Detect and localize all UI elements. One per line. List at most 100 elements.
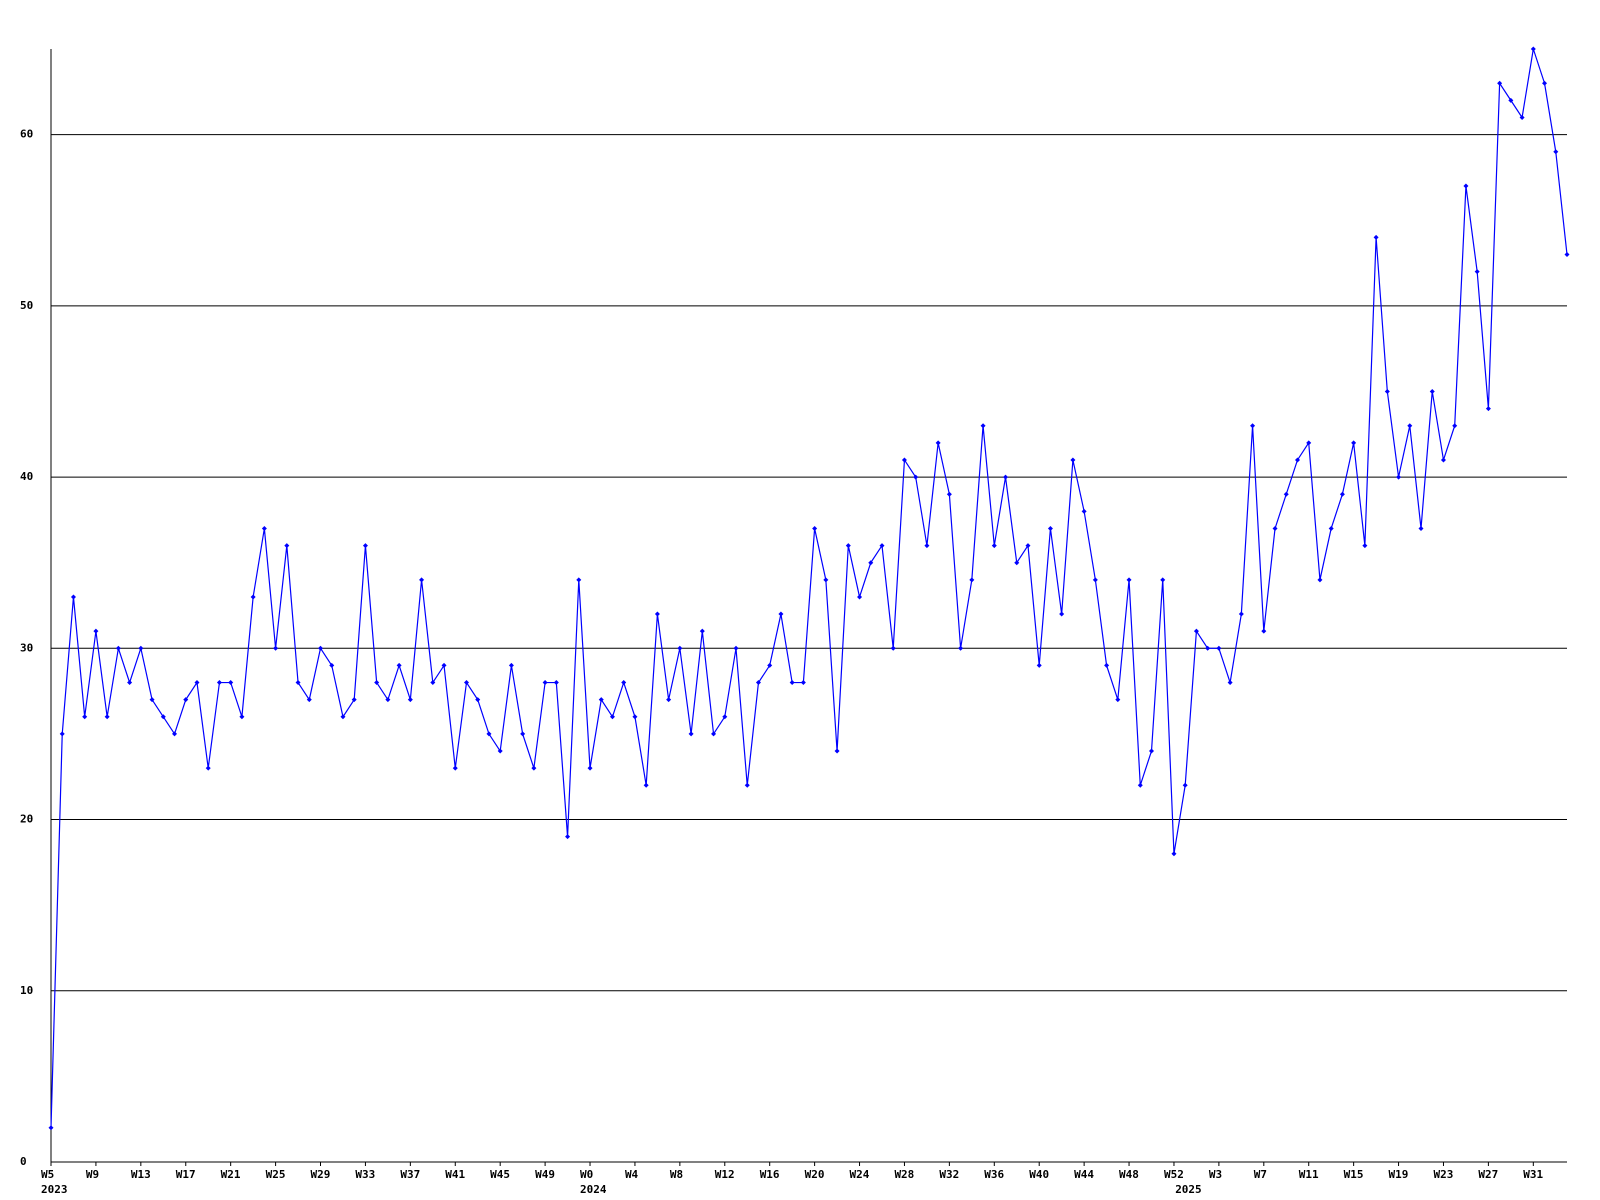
point [48, 1125, 54, 1131]
point [744, 782, 750, 788]
point [1362, 543, 1368, 549]
point [419, 577, 425, 583]
point [879, 543, 885, 549]
point [980, 423, 986, 429]
point [621, 680, 627, 686]
point [857, 594, 863, 600]
x-tick-label: W5 [41, 1168, 54, 1181]
x-tick-label: W13 [131, 1168, 151, 1181]
x-tick-label: W28 [894, 1168, 914, 1181]
x-tick-label: W27 [1478, 1168, 1498, 1181]
point [711, 731, 717, 737]
point [329, 662, 335, 668]
point [250, 594, 256, 600]
point [441, 662, 447, 668]
point [1564, 251, 1570, 257]
point [261, 525, 267, 531]
point [1530, 46, 1536, 52]
point [1216, 645, 1222, 651]
point [306, 697, 312, 703]
point [946, 491, 952, 497]
point [340, 714, 346, 720]
point [1474, 269, 1480, 275]
point [654, 611, 660, 617]
x-tick-label: W7 [1254, 1168, 1267, 1181]
point [138, 645, 144, 651]
point [1261, 628, 1267, 634]
x-tick-label: W16 [760, 1168, 780, 1181]
point [183, 697, 189, 703]
point [935, 440, 941, 446]
point [205, 765, 211, 771]
point [497, 748, 503, 754]
x-tick-label: W11 [1299, 1168, 1319, 1181]
x-tick-label: W44 [1074, 1168, 1094, 1181]
point [93, 628, 99, 634]
point [1092, 577, 1098, 583]
point [172, 731, 178, 737]
point [1452, 423, 1458, 429]
y-tick-label: 60 [20, 128, 33, 141]
point [1205, 645, 1211, 651]
point [70, 594, 76, 600]
point [1025, 543, 1031, 549]
point [475, 697, 481, 703]
point [508, 662, 514, 668]
point [115, 645, 121, 651]
point [901, 457, 907, 463]
x-tick-label: W0 [580, 1168, 593, 1181]
x-tick-label: W20 [805, 1168, 825, 1181]
line [50, 48, 1568, 1128]
point [1126, 577, 1132, 583]
x-group-label: 2023 [41, 1183, 68, 1196]
point [1553, 149, 1559, 155]
x-tick-label: W32 [939, 1168, 959, 1181]
point [1182, 782, 1188, 788]
point [576, 577, 582, 583]
point [1036, 662, 1042, 668]
point [677, 645, 683, 651]
x-tick-label: W36 [984, 1168, 1004, 1181]
x-tick-label: W23 [1433, 1168, 1453, 1181]
y-tick-label: 0 [20, 1155, 27, 1168]
point [1014, 560, 1020, 566]
point [1227, 680, 1233, 686]
point [609, 714, 615, 720]
point [1407, 423, 1413, 429]
point [374, 680, 380, 686]
point [643, 782, 649, 788]
x-group-label: 2024 [580, 1183, 607, 1196]
point [1384, 388, 1390, 394]
point [565, 834, 571, 840]
point [82, 714, 88, 720]
x-tick-label: W52 [1164, 1168, 1184, 1181]
point [1047, 525, 1053, 531]
point [542, 680, 548, 686]
point [1396, 474, 1402, 480]
x-tick-label: W8 [670, 1168, 683, 1181]
point [778, 611, 784, 617]
point [1508, 97, 1514, 103]
x-tick-label: W21 [221, 1168, 241, 1181]
y-tick-label: 50 [20, 299, 33, 312]
x-tick-label: W12 [715, 1168, 735, 1181]
point [1294, 457, 1300, 463]
x-tick-label: W49 [535, 1168, 555, 1181]
x-tick-label: W17 [176, 1168, 196, 1181]
x-tick-label: W3 [1209, 1168, 1222, 1181]
point [1193, 628, 1199, 634]
point [1429, 388, 1435, 394]
x-tick-label: W37 [400, 1168, 420, 1181]
point [1160, 577, 1166, 583]
point [991, 543, 997, 549]
point [688, 731, 694, 737]
point [430, 680, 436, 686]
point [1542, 80, 1548, 86]
point [598, 697, 604, 703]
y-tick-label: 30 [20, 641, 33, 654]
point [699, 628, 705, 634]
x-tick-label: W24 [850, 1168, 870, 1181]
point [216, 680, 222, 686]
point [1328, 525, 1334, 531]
point [295, 680, 301, 686]
